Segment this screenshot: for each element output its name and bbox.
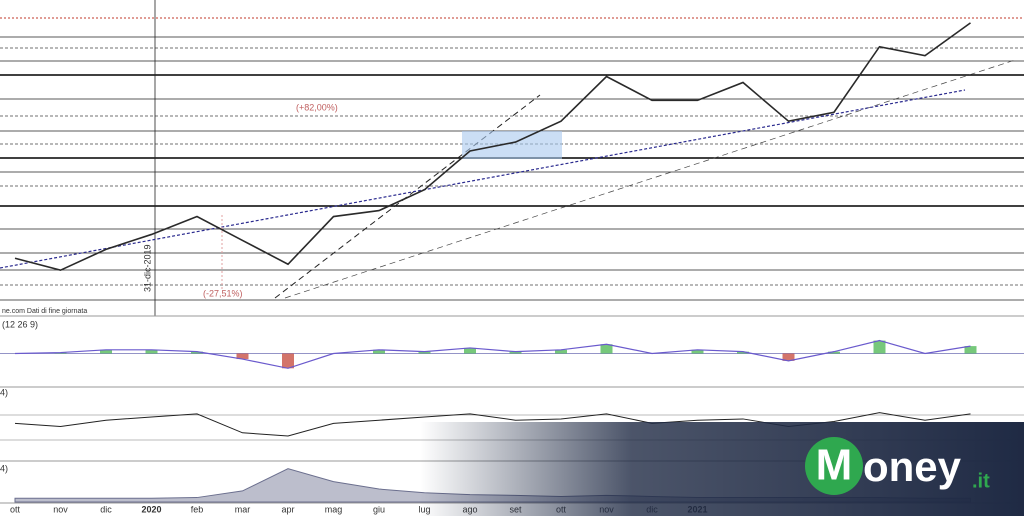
x-tick-label: dic — [100, 504, 112, 514]
line — [14, 22, 971, 272]
histogram-bar — [782, 353, 795, 361]
panel-title: 4) — [0, 387, 8, 397]
histogram-bar — [373, 349, 385, 354]
histogram-bar — [828, 351, 840, 354]
histogram-bar — [691, 349, 704, 354]
histogram-bar — [509, 351, 522, 354]
histogram-bar — [236, 353, 249, 360]
x-tick-label: mar — [235, 504, 251, 514]
histogram-bar — [418, 351, 431, 354]
plot: ottnovdic2020febmaraprmaggiulugagosetott… — [0, 22, 1024, 514]
histogram-bar — [600, 344, 613, 354]
logo-name: oney — [863, 443, 962, 490]
x-tick-label: giu — [373, 504, 385, 514]
panel-title: 4) — [0, 463, 8, 473]
x-tick-label: ott — [10, 504, 21, 514]
annotation: ne.com Dati di fine giornata — [2, 308, 87, 315]
annotation: (-27,51%) — [203, 288, 243, 298]
x-tick-label: apr — [281, 504, 294, 514]
logo-initial: M — [816, 441, 853, 490]
histogram-bar — [555, 349, 567, 354]
logo-circle — [805, 437, 863, 495]
trend-lines — [0, 59, 1016, 299]
macd-line — [14, 339, 971, 369]
logo: M oney .it — [805, 437, 990, 495]
panel-title: (12 26 9) — [2, 319, 38, 329]
histogram-bar — [964, 346, 977, 354]
histogram-bar — [100, 349, 112, 354]
annotation: (+82,00%) — [296, 102, 338, 112]
logo-suffix: .it — [972, 470, 990, 492]
annotation: 31-dic-2019 — [142, 244, 152, 292]
x-tick-label: mag — [325, 504, 343, 514]
histogram-bar — [464, 347, 476, 354]
x-tick-label: 2020 — [141, 504, 161, 514]
histogram-bar — [873, 340, 886, 354]
overlay — [420, 422, 1024, 516]
histogram-bar — [282, 353, 294, 369]
histogram-bar — [145, 349, 158, 354]
x-tick-label: nov — [53, 504, 68, 514]
x-tick-label: feb — [191, 504, 204, 514]
histogram-bar — [191, 351, 203, 354]
histogram-bar — [737, 351, 749, 354]
